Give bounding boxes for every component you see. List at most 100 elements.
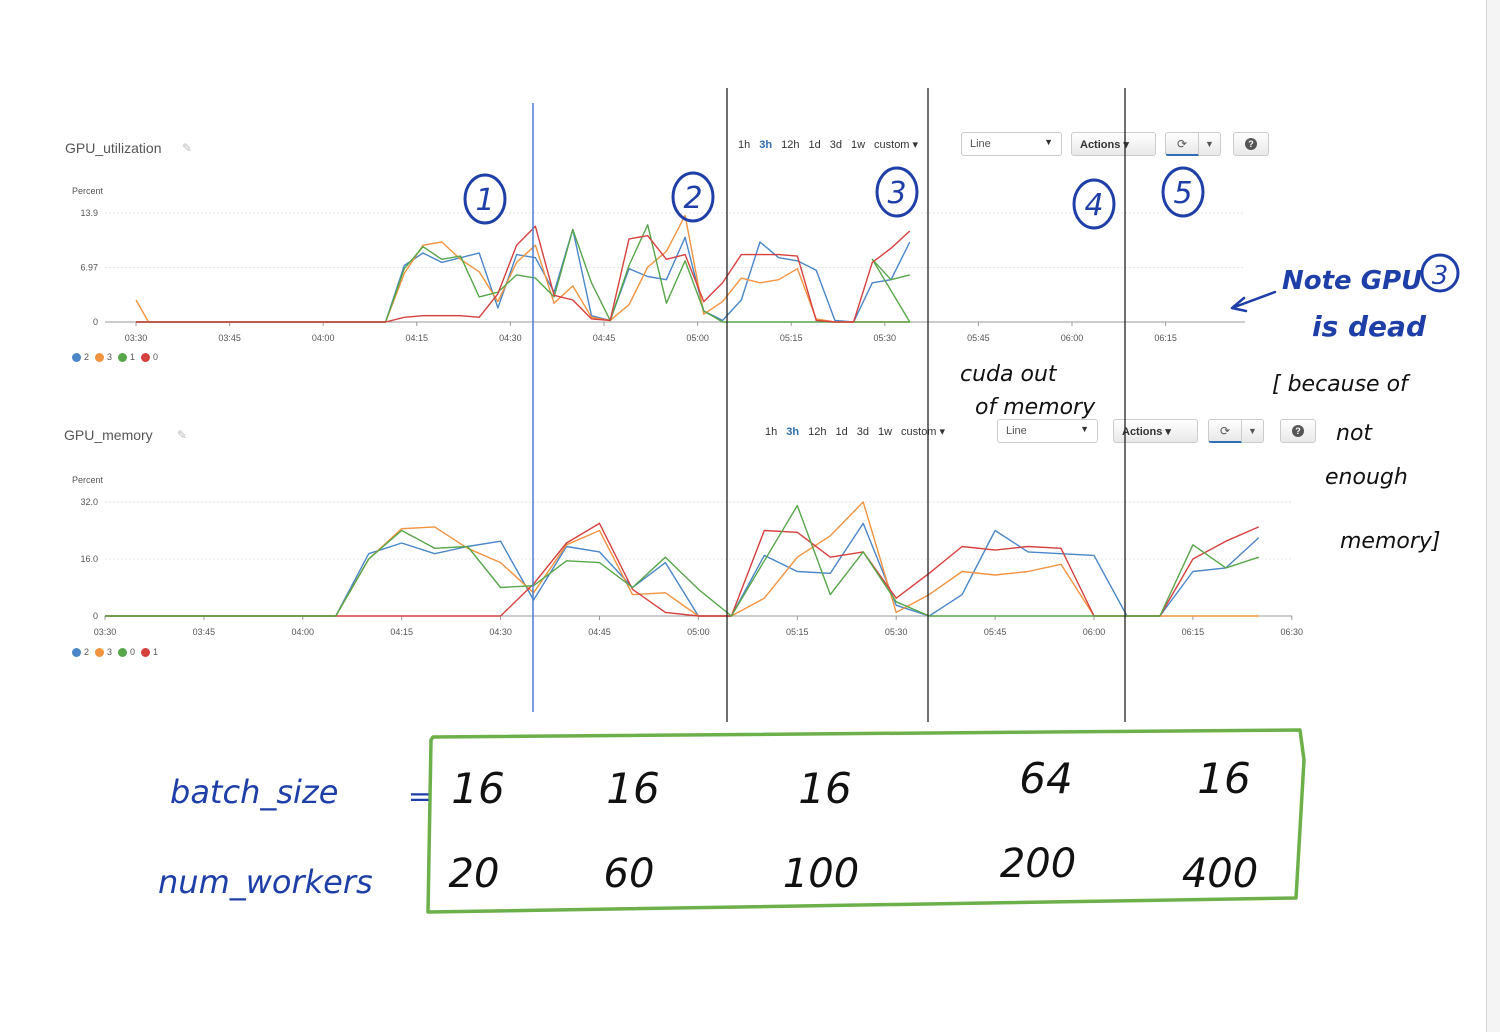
legend-label: 3 [107,352,113,362]
refresh-dropdown-icon[interactable]: ▼ [1199,132,1221,156]
legend-item[interactable]: 0 [141,352,158,362]
range-3d[interactable]: 3d [829,138,842,151]
num-workers-label: num_workers [158,863,373,901]
refresh-icon[interactable]: ⟳ [1165,132,1199,156]
legend-item[interactable]: 0 [118,647,135,657]
x-tick-label: 05:00 [686,333,709,343]
refresh-dropdown-icon[interactable]: ▼ [1242,419,1264,443]
range-12h[interactable]: 12h [781,138,800,151]
x-tick-label: 05:30 [885,627,908,637]
range-1w[interactable]: 1w [850,138,866,151]
gpu-marker-number: 3 [1432,261,1449,291]
range-1d[interactable]: 1d [808,138,821,151]
range-custom[interactable]: custom ▾ [874,139,919,151]
range-1d[interactable]: 1d [835,425,848,438]
x-tick-label: 04:00 [312,333,335,343]
num-workers-value: 200 [1000,841,1076,887]
range-3h[interactable]: 3h [786,425,800,438]
batch-size-value: 16 [451,764,504,813]
series-line-0 [136,225,911,323]
chart-type-select[interactable]: Line ▼ [997,419,1098,443]
num-workers-value: 60 [604,851,655,897]
series-line-3 [135,214,910,323]
range-3h[interactable]: 3h [759,138,773,151]
x-tick-label: 06:15 [1154,333,1177,343]
legend-label: 0 [153,352,159,362]
x-tick-label: 03:45 [218,333,241,343]
help-button[interactable]: ? [1233,132,1269,156]
legend-item[interactable]: 3 [95,352,112,362]
y-tick-label: 16.0 [80,554,98,564]
phase-marker-number: 2 [683,181,702,216]
legend-item[interactable]: 2 [72,352,89,362]
y-tick-label: 6.97 [80,263,98,273]
chevron-down-icon: ▼ [1080,424,1089,434]
chart-type-select[interactable]: Line ▼ [961,132,1062,156]
range-1h[interactable]: 1h [738,138,751,151]
series-line-1 [105,504,1260,617]
range-1h[interactable]: 1h [765,425,778,438]
y-axis-label: Percent [72,186,104,196]
batch-size-value: 16 [1197,754,1250,803]
batch-size-label: batch_size [170,773,338,811]
legend-item[interactable]: 2 [72,647,89,657]
legend-item[interactable]: 1 [141,647,158,657]
y-tick-label: 0 [93,317,98,327]
actions-button[interactable]: Actions ▾ [1071,132,1156,156]
help-button[interactable]: ? [1280,419,1316,443]
x-tick-label: 05:00 [687,627,710,637]
chart-gpu-utilization: Percent 13.9 6.97 0 03:30 03:45 04:00 04:15 04:3… [72,186,1245,343]
legend-label: 3 [107,647,113,657]
range-12h[interactable]: 12h [808,425,827,438]
range-3d[interactable]: 3d [856,425,869,438]
x-tick-label: 03:30 [125,333,148,343]
x-tick-label: 05:45 [984,627,1007,637]
question-icon: ? [1292,425,1304,437]
x-tick-label: 06:00 [1061,333,1084,343]
phase-marker-circle [463,173,507,225]
legend-item[interactable]: 1 [118,352,135,362]
legend-dot [95,352,105,362]
legend-gpu-memory: 2 3 0 1 [72,647,164,657]
legend-dot [72,647,81,657]
question-icon: ? [1245,138,1257,150]
reason-note: enough [1325,465,1408,490]
dead-gpu-note: is dead [1312,310,1427,343]
reason-note: memory] [1340,529,1441,554]
num-workers-value: 100 [783,851,859,897]
phase-marker-number: 1 [475,183,494,218]
equals-sign: = [408,780,431,813]
x-tick-label: 05:15 [780,333,803,343]
num-workers-value: 400 [1182,851,1258,897]
x-tick-label: 04:30 [489,627,512,637]
legend-dot [118,647,128,657]
x-tick-label: 04:45 [588,627,611,637]
window-scrollbar[interactable] [1486,0,1500,1032]
chevron-down-icon: ▼ [1044,137,1053,147]
x-tick-label: 04:00 [292,627,315,637]
legend-label: 1 [130,352,136,362]
legend-label: 2 [84,352,90,362]
legend-dot [72,352,81,362]
legend-label: 2 [84,647,90,657]
range-1w[interactable]: 1w [877,425,893,438]
custom-label: custom [874,139,910,151]
chart-title-gpu-utilization: GPU_utilization [65,140,162,156]
refresh-button-group: ⟳ ▼ [1208,419,1264,443]
y-tick-label: 32.0 [80,497,98,507]
legend-item[interactable]: 3 [95,647,112,657]
oom-note: cuda out [960,362,1058,387]
actions-button[interactable]: Actions ▾ [1113,419,1198,443]
edit-pencil-icon[interactable]: ✎ [182,141,193,155]
edit-pencil-icon[interactable]: ✎ [177,428,188,442]
y-axis-label: Percent [72,475,104,485]
x-tick-label: 05:45 [967,333,990,343]
legend-dot [141,647,151,657]
series-line-2 [136,228,911,323]
phase-marker-circle [875,166,919,218]
phase-marker-circle [1072,178,1116,230]
refresh-icon[interactable]: ⟳ [1208,419,1242,443]
legend-gpu-utilization: 2 3 1 0 [72,352,164,362]
x-tick-label: 04:45 [593,333,616,343]
